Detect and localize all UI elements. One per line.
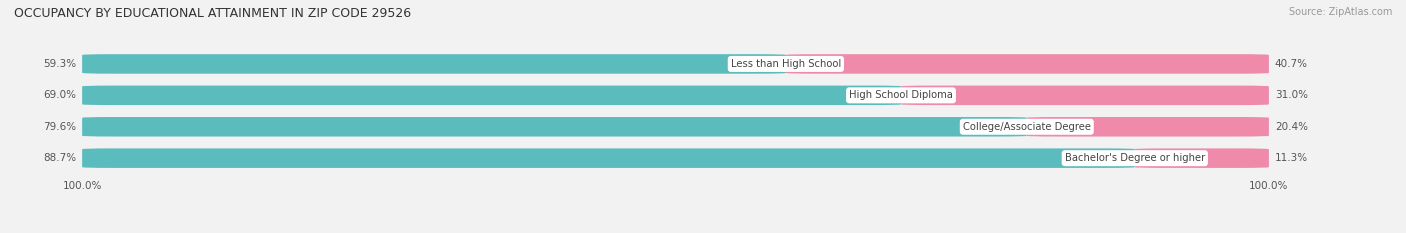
FancyBboxPatch shape [82, 117, 1026, 137]
Text: 40.7%: 40.7% [1275, 59, 1308, 69]
FancyBboxPatch shape [82, 86, 901, 105]
Text: 100.0%: 100.0% [1249, 181, 1288, 191]
Text: Less than High School: Less than High School [731, 59, 841, 69]
Text: 11.3%: 11.3% [1275, 153, 1308, 163]
FancyBboxPatch shape [82, 54, 1268, 74]
FancyBboxPatch shape [82, 86, 1268, 105]
Text: College/Associate Degree: College/Associate Degree [963, 122, 1091, 132]
Text: 88.7%: 88.7% [44, 153, 76, 163]
FancyBboxPatch shape [1135, 148, 1268, 168]
FancyBboxPatch shape [786, 54, 1268, 74]
Text: High School Diploma: High School Diploma [849, 90, 953, 100]
Text: 69.0%: 69.0% [44, 90, 76, 100]
Text: 100.0%: 100.0% [62, 181, 101, 191]
Text: Bachelor's Degree or higher: Bachelor's Degree or higher [1064, 153, 1205, 163]
FancyBboxPatch shape [901, 86, 1268, 105]
Text: OCCUPANCY BY EDUCATIONAL ATTAINMENT IN ZIP CODE 29526: OCCUPANCY BY EDUCATIONAL ATTAINMENT IN Z… [14, 7, 411, 20]
Text: 31.0%: 31.0% [1275, 90, 1308, 100]
Text: 79.6%: 79.6% [44, 122, 76, 132]
Text: 59.3%: 59.3% [44, 59, 76, 69]
FancyBboxPatch shape [1026, 117, 1268, 137]
FancyBboxPatch shape [82, 148, 1268, 168]
FancyBboxPatch shape [82, 117, 1268, 137]
FancyBboxPatch shape [82, 148, 1135, 168]
Text: 20.4%: 20.4% [1275, 122, 1308, 132]
FancyBboxPatch shape [82, 54, 786, 74]
Text: Source: ZipAtlas.com: Source: ZipAtlas.com [1288, 7, 1392, 17]
